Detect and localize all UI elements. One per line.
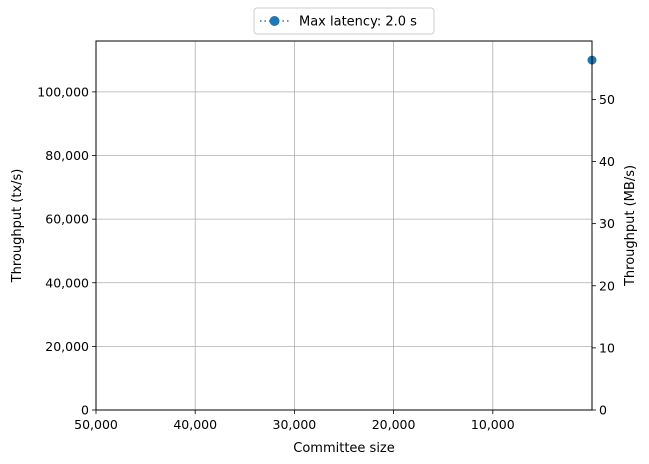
x-tick-label: 30,000 xyxy=(273,417,317,432)
y2-tick-label: 30 xyxy=(599,216,615,231)
y-tick-label: 40,000 xyxy=(45,275,89,290)
y-tick-label: 100,000 xyxy=(37,84,89,99)
legend: Max latency: 2.0 s xyxy=(253,7,435,35)
y2-tick-label: 10 xyxy=(599,340,615,355)
y2-tick-label: 0 xyxy=(599,403,607,418)
y-axis-label: Throughput (tx/s) xyxy=(10,169,25,284)
y-axis-left: 0 20,000 40,000 60,000 80,000 100,000 xyxy=(37,84,96,418)
y-tick-label: 0 xyxy=(81,403,89,418)
legend-entry-label: Max latency: 2.0 s xyxy=(299,15,417,30)
plot-frame xyxy=(95,40,593,411)
y-tick-label: 60,000 xyxy=(45,212,89,227)
y-tick-label: 80,000 xyxy=(45,148,89,163)
x-axis: 50,000 40,000 30,000 20,000 10,000 xyxy=(74,410,515,432)
y2-tick-label: 50 xyxy=(599,92,615,107)
y-axis-right: 0 10 20 30 40 50 xyxy=(592,92,615,418)
y2-tick-label: 40 xyxy=(599,154,615,169)
y2-tick-label: 20 xyxy=(599,278,615,293)
legend-marker xyxy=(269,16,280,26)
legend-box xyxy=(253,7,435,35)
y2-axis-label: Throughput (MB/s) xyxy=(623,165,638,287)
y-tick-label: 20,000 xyxy=(45,339,89,354)
x-tick-label: 20,000 xyxy=(372,417,416,432)
x-axis-label: Committee size xyxy=(293,441,395,456)
x-tick-label: 50,000 xyxy=(74,417,118,432)
x-tick-label: 10,000 xyxy=(471,417,515,432)
x-tick-label: 40,000 xyxy=(173,417,217,432)
